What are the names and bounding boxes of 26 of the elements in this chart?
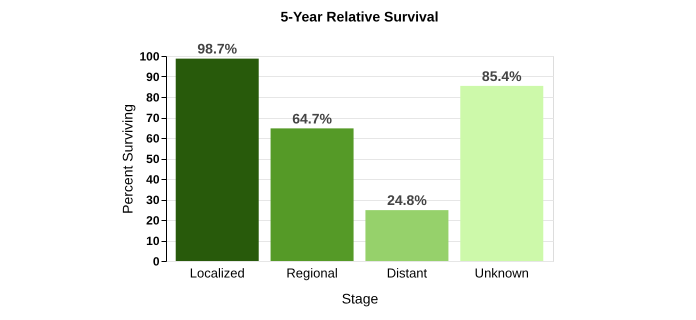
y-tick-label: 100 [139,50,160,64]
data-label: 64.7% [292,110,332,126]
bar [460,86,544,261]
data-label: 98.7% [197,40,238,57]
y-axis-title: Percent Surviving [119,104,136,214]
y-tick-label: 70 [146,111,160,125]
bar [270,128,354,261]
x-axis-title: Stage [342,290,379,306]
y-tick-label: 60 [146,132,160,146]
y-tick-label: 30 [146,193,160,207]
bar [365,210,448,261]
x-tick-label: Regional [286,266,338,280]
y-tick-label: 10 [146,234,160,248]
bar [176,58,259,261]
y-tick-label: 0 [152,254,160,268]
y-tick-label: 40 [146,172,160,186]
x-tick-label: Distant [386,266,428,280]
data-label: 24.8% [387,192,428,208]
y-tick-label: 80 [146,90,160,104]
x-tick-label: Unknown [474,266,529,280]
chart-title: 5-Year Relative Survival [280,8,438,25]
y-tick-label: 20 [146,214,160,228]
y-tick-label: 50 [146,152,160,166]
data-label: 85.4% [482,68,522,84]
y-tick-label: 90 [146,70,160,84]
x-tick-label: Localized [190,266,245,280]
